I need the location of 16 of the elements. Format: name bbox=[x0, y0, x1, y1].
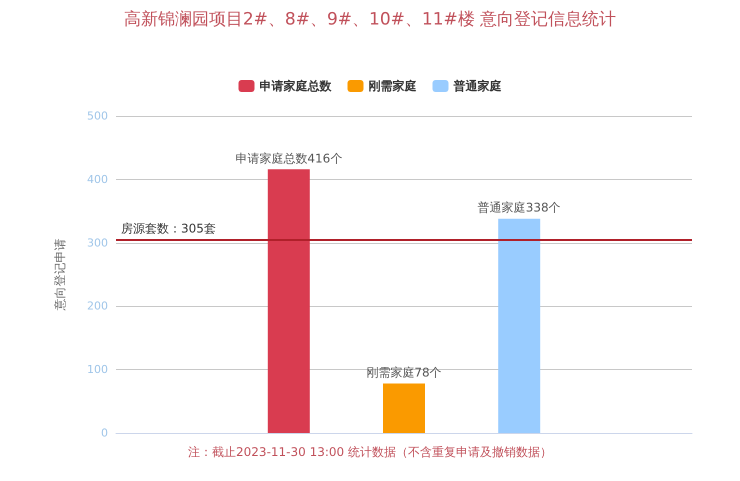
y-tick-label: 100 bbox=[87, 363, 108, 376]
chart-title: 高新锦澜园项目2#、8#、9#、10#、11#楼 意向登记信息统计 bbox=[124, 10, 616, 30]
data-label: 普通家庭338个 bbox=[478, 200, 561, 215]
legend-label: 普通家庭 bbox=[452, 79, 502, 93]
data-label: 刚需家庭78个 bbox=[366, 366, 442, 380]
y-tick-label: 400 bbox=[87, 172, 108, 186]
y-axis-title: 意向登记申请 bbox=[53, 238, 67, 312]
y-tick-label: 200 bbox=[87, 300, 108, 313]
legend-label: 刚需家庭 bbox=[368, 79, 416, 93]
data-label: 申请家庭总数416个 bbox=[235, 151, 342, 166]
ref-line-label: 房源套数：305套 bbox=[121, 222, 216, 236]
y-tick-label: 300 bbox=[87, 236, 108, 250]
y-tick-label: 0 bbox=[101, 426, 108, 440]
y-tick-label: 500 bbox=[87, 110, 108, 122]
legend-label: 申请家庭总数 bbox=[260, 79, 332, 93]
text: 注：截止2023-11-30 13:00 统计数据（不含重复申请及撤销数据） bbox=[188, 445, 552, 459]
